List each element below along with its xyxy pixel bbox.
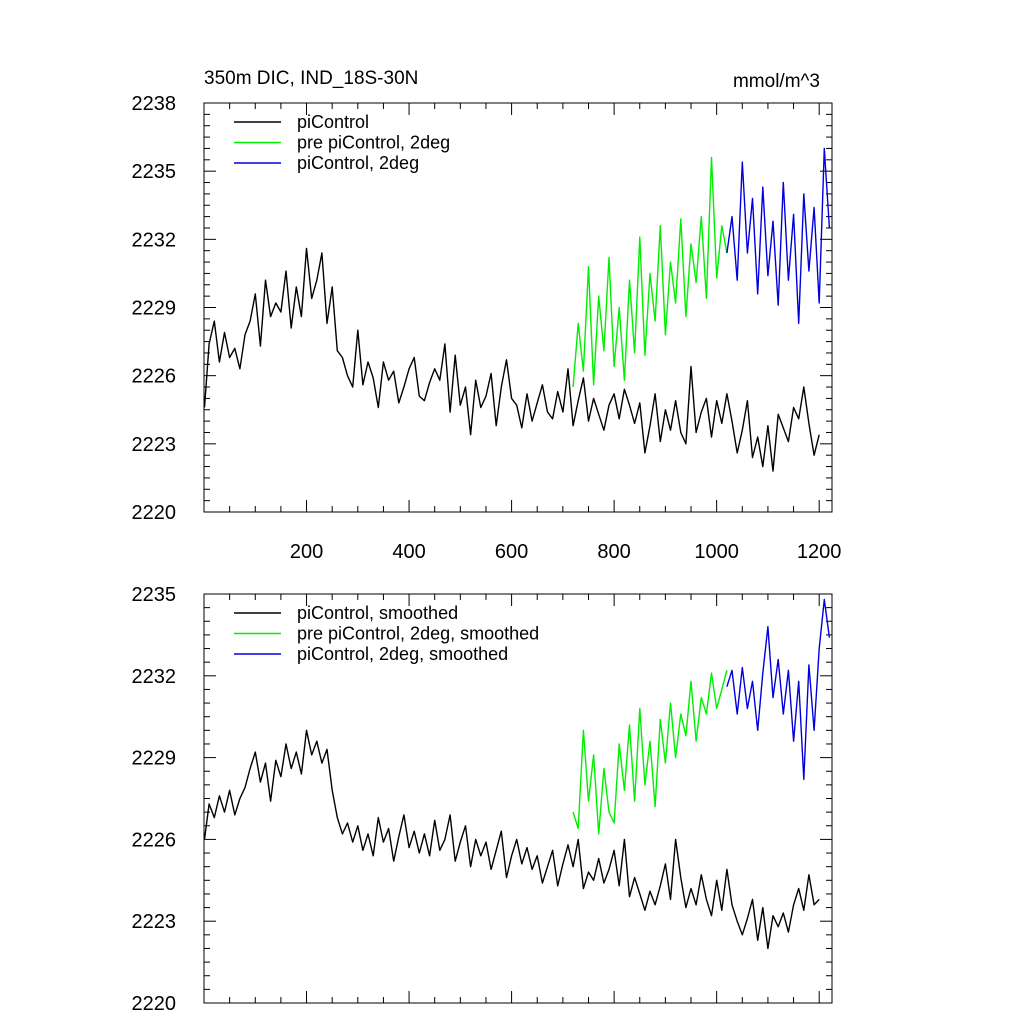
series-line-piControl bbox=[203, 729, 820, 950]
series-line-piControl_2deg bbox=[726, 147, 831, 325]
y-tick-label: 2235 bbox=[132, 161, 177, 183]
y-tick-label: 2238 bbox=[132, 93, 177, 115]
series-line-pre_piControl bbox=[572, 670, 728, 835]
bottom-panel: 2220 2223 2226 2229 2232 2235 piControl, smoot… bbox=[132, 584, 833, 1015]
series-line-piControl_2deg bbox=[726, 598, 831, 781]
units-label: mmol/m^3 bbox=[733, 71, 820, 92]
chart-title: 350m DIC, IND_18S-30N bbox=[204, 68, 418, 89]
y-tick-label: 2223 bbox=[132, 911, 177, 933]
y-tick-label: 2232 bbox=[132, 666, 177, 688]
x-tick-label: 600 bbox=[495, 541, 528, 563]
y-tick-label: 2229 bbox=[132, 748, 177, 770]
y-tick-label: 2226 bbox=[132, 829, 177, 851]
top-panel: 200 400 600 800 1000 1200 2220 2223 2226 2229 2232… bbox=[132, 93, 842, 563]
y-tick-label: 2223 bbox=[132, 434, 177, 456]
x-tick-label: 800 bbox=[597, 541, 630, 563]
y-tick-label: 2232 bbox=[132, 229, 177, 251]
y-tick-label: 2229 bbox=[132, 298, 177, 320]
x-tick-label: 1000 bbox=[694, 541, 739, 563]
legend-label: piControl bbox=[297, 112, 369, 132]
legend-label: piControl, 2deg bbox=[297, 153, 419, 173]
y-tick-label: 2226 bbox=[132, 366, 177, 388]
x-tick-label: 200 bbox=[290, 541, 323, 563]
legend-label: piControl, smoothed bbox=[297, 603, 458, 623]
y-tick-label: 2235 bbox=[132, 584, 177, 606]
legend-label: piControl, 2deg, smoothed bbox=[297, 644, 508, 664]
legend-label: pre piControl, 2deg bbox=[297, 133, 450, 153]
series-line-piControl bbox=[203, 247, 820, 472]
y-tick-label: 2220 bbox=[132, 502, 177, 524]
legend-label: pre piControl, 2deg, smoothed bbox=[297, 624, 539, 644]
y-tick-label: 2220 bbox=[132, 993, 177, 1015]
x-tick-label: 400 bbox=[392, 541, 425, 563]
series-line-pre_piControl bbox=[572, 156, 728, 388]
x-tick-label: 1200 bbox=[797, 541, 842, 563]
